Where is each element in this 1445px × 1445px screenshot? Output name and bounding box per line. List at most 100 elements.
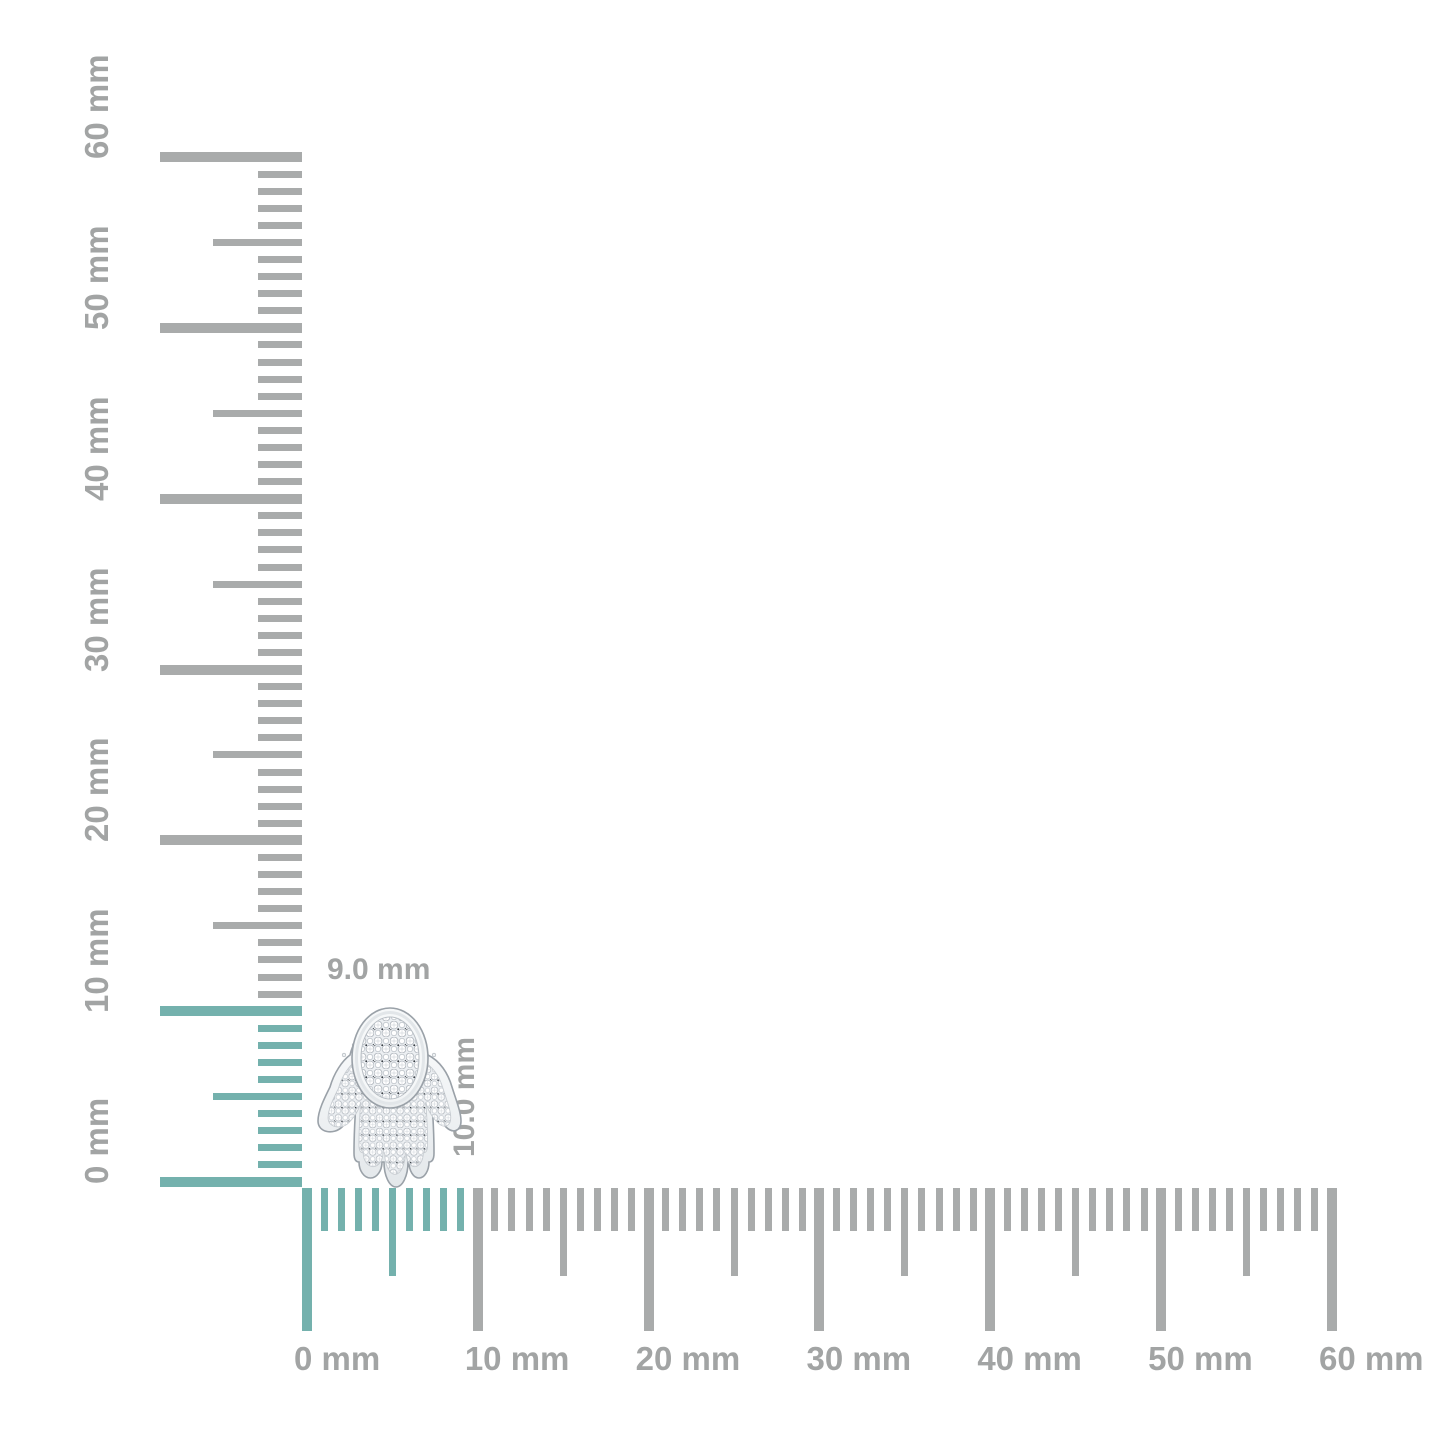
vertical-ruler-tick <box>258 1024 302 1032</box>
vertical-ruler-tick <box>258 341 302 349</box>
vertical-ruler-tick <box>258 546 302 554</box>
vertical-ruler-tick <box>258 768 302 776</box>
vertical-ruler-tick <box>213 922 302 930</box>
horizontal-ruler-tick <box>472 1188 483 1331</box>
vertical-ruler-tick <box>258 802 302 810</box>
horizontal-ruler-tick <box>371 1188 379 1231</box>
vertical-ruler-tick <box>258 1110 302 1118</box>
vertical-ruler-label: 50 mm <box>78 225 115 330</box>
horizontal-ruler-tick <box>662 1188 670 1231</box>
vertical-ruler-tick <box>213 1093 302 1101</box>
vertical-ruler-tick <box>258 734 302 742</box>
horizontal-ruler-tick <box>781 1188 789 1231</box>
vertical-ruler-tick <box>258 700 302 708</box>
vertical-ruler-tick <box>160 322 302 333</box>
vertical-ruler-tick <box>258 614 302 622</box>
vertical-ruler-tick <box>258 512 302 520</box>
vertical-ruler-tick <box>258 785 302 793</box>
vertical-ruler-tick <box>258 461 302 468</box>
vertical-ruler-tick <box>213 580 302 588</box>
horizontal-ruler-tick <box>559 1188 567 1276</box>
horizontal-ruler-tick <box>542 1188 550 1231</box>
vertical-ruler-tick <box>160 1177 302 1187</box>
horizontal-ruler-tick <box>508 1188 516 1231</box>
vertical-ruler-tick <box>258 375 302 383</box>
horizontal-ruler-tick <box>747 1188 755 1231</box>
horizontal-ruler-tick <box>1106 1188 1114 1231</box>
vertical-ruler-tick <box>258 1127 302 1135</box>
horizontal-ruler-tick <box>901 1188 909 1276</box>
horizontal-ruler-tick <box>1020 1188 1028 1231</box>
horizontal-ruler-tick <box>440 1188 448 1231</box>
hamsa-hand-jewelry <box>317 1007 462 1188</box>
vertical-ruler-tick <box>258 888 302 896</box>
horizontal-ruler-tick <box>1326 1188 1337 1331</box>
horizontal-ruler-tick <box>1055 1188 1063 1231</box>
vertical-ruler-label: 30 mm <box>78 566 115 672</box>
horizontal-ruler-tick <box>628 1188 636 1231</box>
horizontal-ruler-tick <box>491 1188 499 1231</box>
horizontal-ruler-tick <box>388 1188 396 1276</box>
vertical-ruler-tick <box>258 290 302 298</box>
horizontal-ruler-tick <box>1174 1188 1182 1231</box>
vertical-ruler-tick <box>160 835 302 846</box>
vertical-ruler-label: 0 mm <box>78 1097 115 1184</box>
horizontal-ruler-tick <box>850 1188 858 1231</box>
vertical-ruler-tick <box>258 478 302 486</box>
horizontal-ruler-label: 40 mm <box>977 1340 1082 1377</box>
horizontal-ruler-tick <box>320 1188 328 1231</box>
horizontal-ruler-tick <box>918 1188 926 1231</box>
vertical-ruler-tick <box>258 956 302 964</box>
vertical-ruler-tick <box>258 392 302 400</box>
vertical-ruler-label: 10 mm <box>78 908 115 1014</box>
horizontal-ruler-tick <box>985 1188 996 1331</box>
horizontal-ruler-tick <box>1191 1188 1199 1231</box>
vertical-ruler-label: 60 mm <box>78 54 115 160</box>
vertical-ruler-tick <box>258 597 302 605</box>
vertical-ruler-tick <box>258 648 302 656</box>
horizontal-ruler-tick <box>423 1188 431 1231</box>
vertical-ruler-label: 20 mm <box>78 737 115 843</box>
vertical-ruler-tick <box>213 751 302 759</box>
vertical-ruler-tick <box>258 358 302 366</box>
vertical-ruler-tick <box>258 973 302 981</box>
vertical-ruler-tick <box>258 1144 302 1152</box>
vertical-ruler-tick <box>258 631 302 639</box>
vertical-ruler-tick <box>213 238 302 246</box>
vertical-ruler-tick <box>160 152 302 163</box>
vertical-ruler-tick <box>258 204 302 212</box>
vertical-ruler-tick <box>258 819 302 827</box>
vertical-ruler-tick <box>258 683 302 691</box>
vertical-ruler-tick <box>258 717 302 725</box>
horizontal-ruler-tick <box>713 1188 721 1231</box>
horizontal-ruler-tick <box>1089 1188 1097 1231</box>
horizontal-ruler-tick <box>1072 1188 1080 1276</box>
vertical-ruler-tick <box>258 853 302 861</box>
horizontal-ruler-tick <box>1123 1188 1131 1231</box>
horizontal-ruler-tick <box>525 1188 533 1231</box>
vertical-ruler-tick <box>258 1076 302 1083</box>
product-image <box>310 1005 468 1189</box>
vertical-ruler-tick <box>160 493 302 504</box>
vertical-ruler-tick <box>258 990 302 998</box>
horizontal-ruler-tick <box>405 1188 413 1231</box>
vertical-ruler-tick <box>258 256 302 264</box>
horizontal-ruler-tick <box>969 1188 977 1231</box>
horizontal-ruler-tick <box>1243 1188 1251 1276</box>
vertical-ruler-tick <box>213 409 302 417</box>
horizontal-ruler-tick <box>1003 1188 1011 1231</box>
horizontal-ruler-tick <box>302 1188 312 1331</box>
vertical-ruler-tick <box>258 1041 302 1049</box>
vertical-ruler-tick <box>258 307 302 315</box>
vertical-ruler-tick <box>258 529 302 537</box>
vertical-ruler-tick <box>258 273 302 281</box>
horizontal-ruler-tick <box>730 1188 738 1276</box>
horizontal-ruler-tick <box>764 1188 772 1231</box>
horizontal-ruler-tick <box>867 1188 875 1231</box>
horizontal-ruler-label: 10 mm <box>464 1340 570 1377</box>
horizontal-ruler-label: 0 mm <box>294 1340 381 1377</box>
vertical-ruler-tick <box>258 905 302 913</box>
horizontal-ruler-tick <box>457 1188 465 1231</box>
horizontal-ruler-tick <box>884 1188 892 1231</box>
